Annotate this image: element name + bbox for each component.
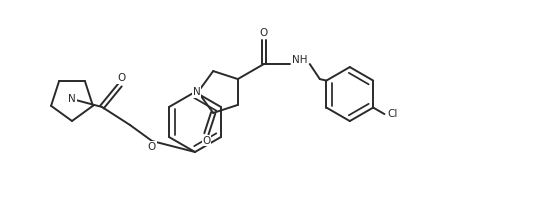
- Text: N: N: [193, 87, 200, 97]
- Text: O: O: [202, 136, 211, 146]
- Text: O: O: [117, 73, 125, 83]
- Text: N: N: [68, 94, 76, 104]
- Text: O: O: [148, 142, 156, 152]
- Text: O: O: [260, 28, 268, 38]
- Text: Cl: Cl: [387, 109, 397, 119]
- Text: NH: NH: [292, 55, 308, 65]
